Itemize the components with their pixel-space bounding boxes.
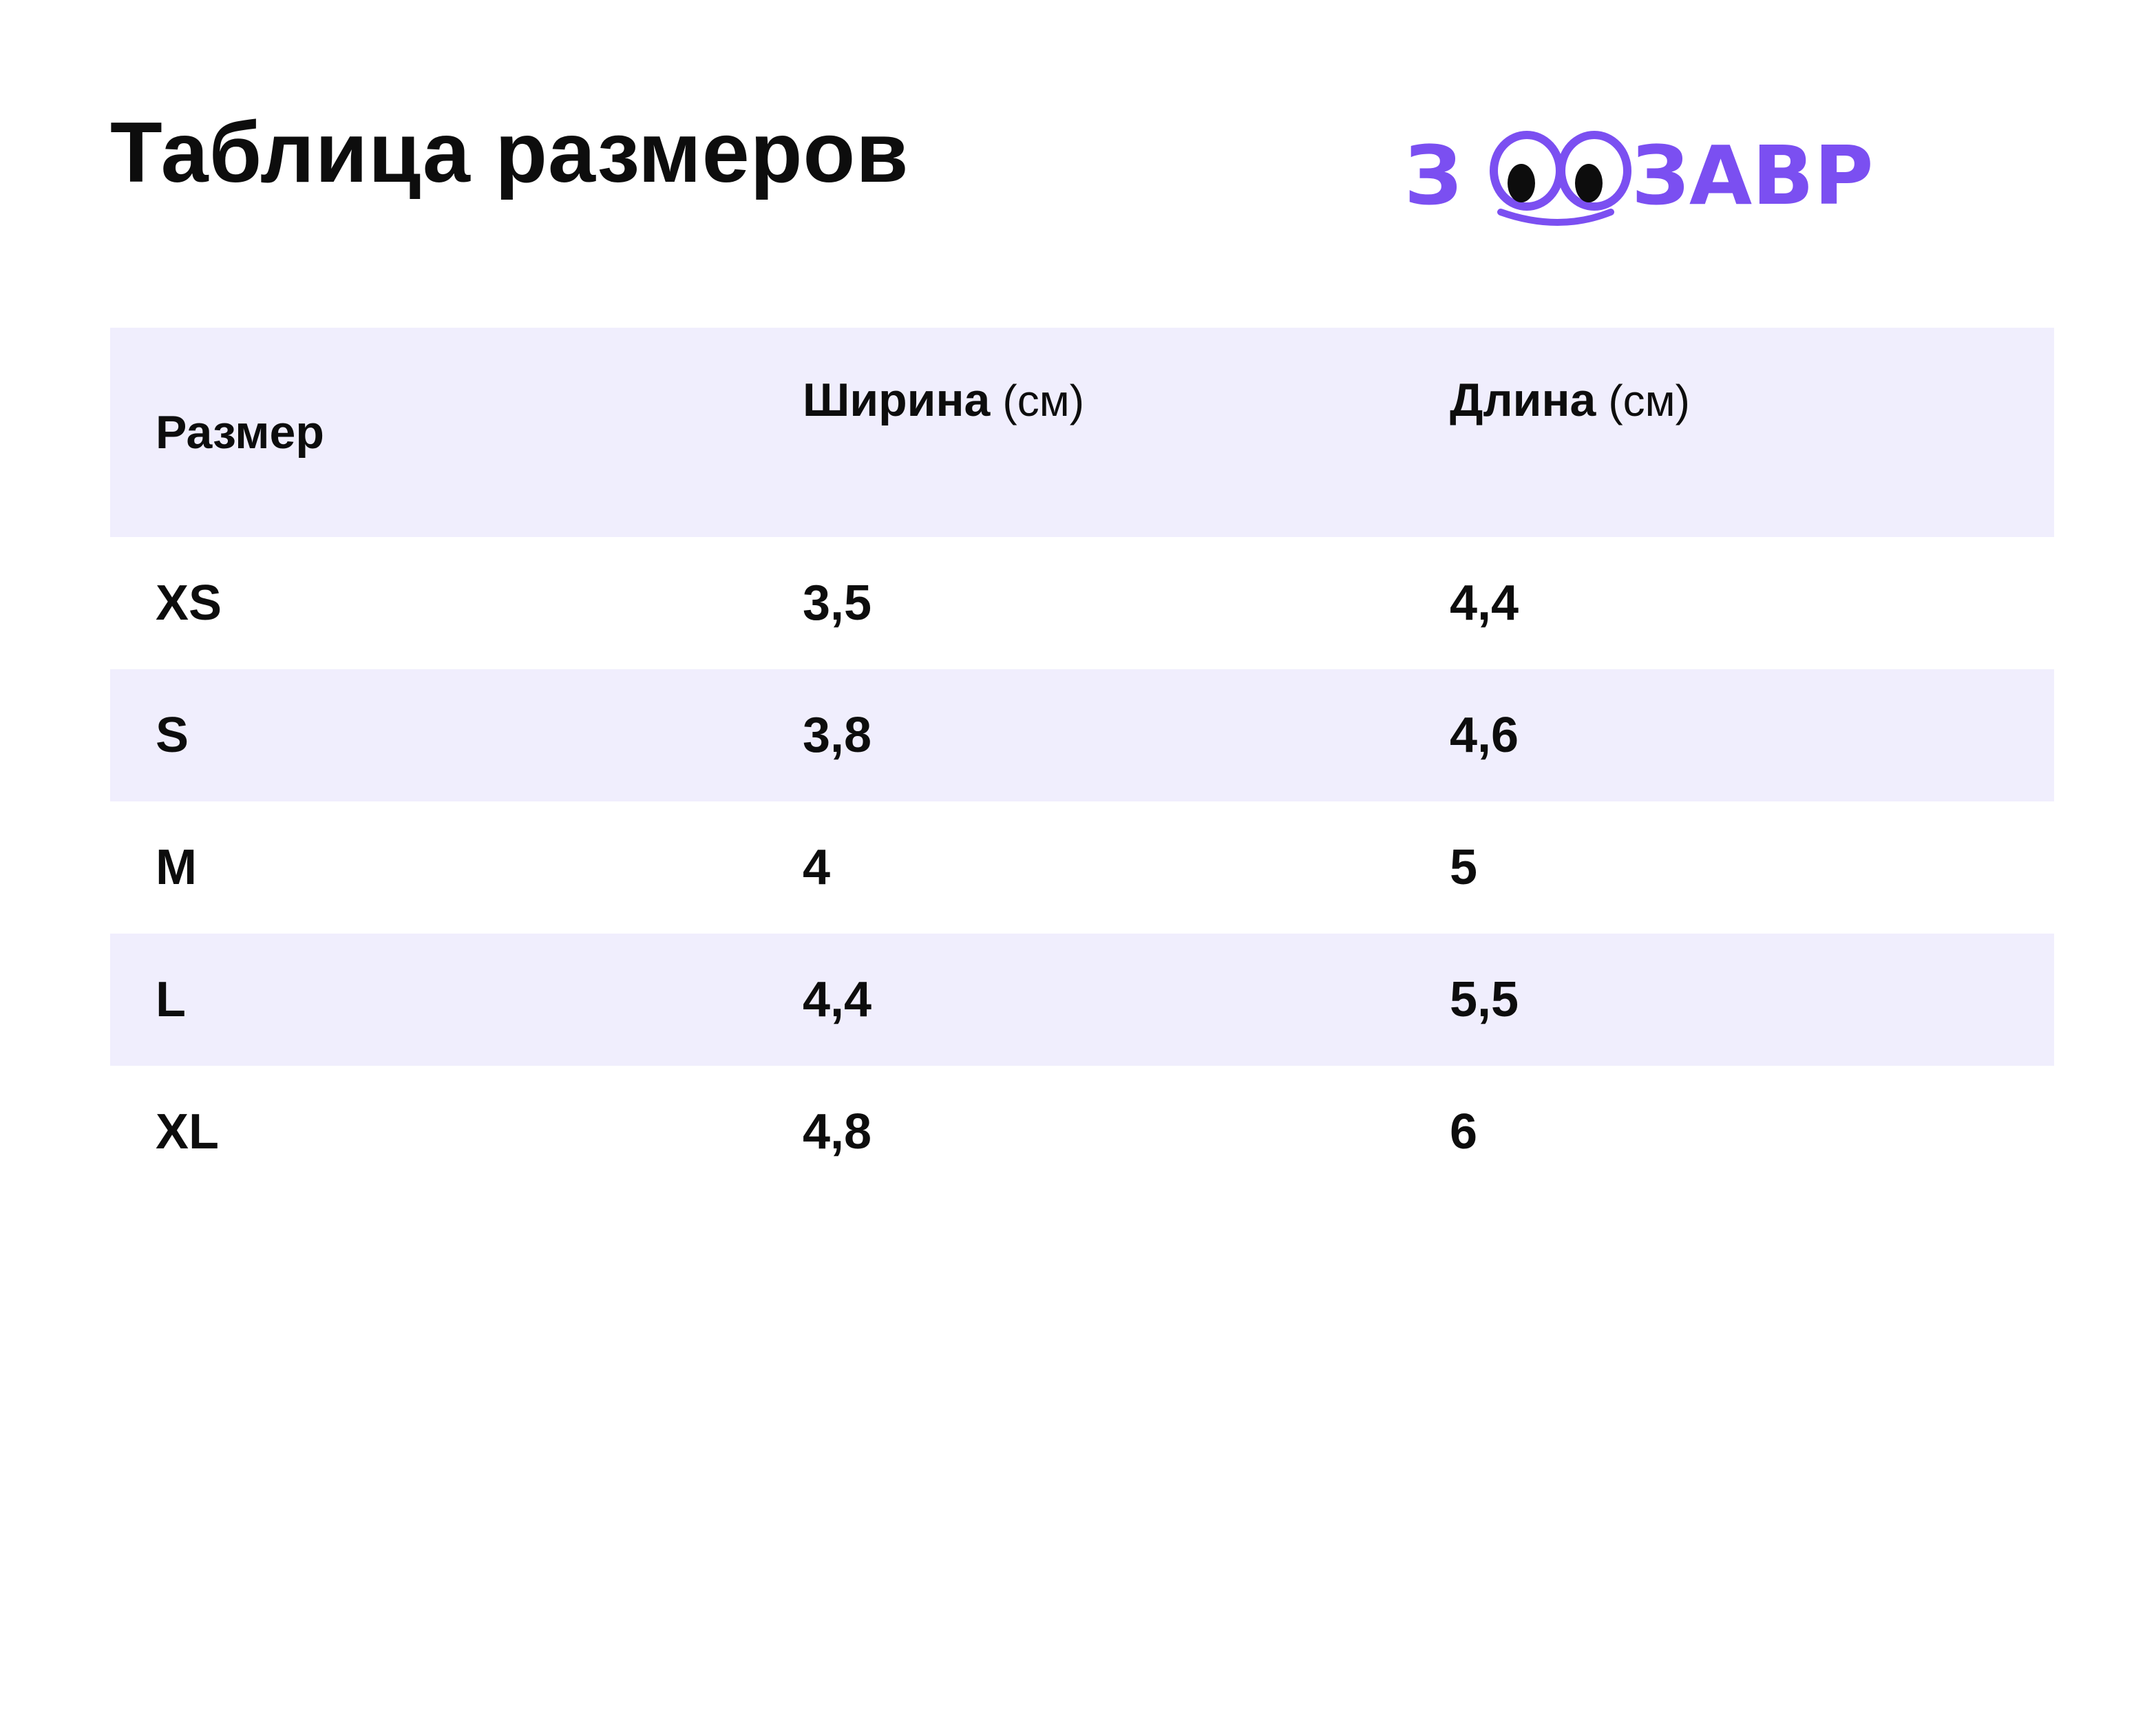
size-table: Размер Ширина (см) Длина (см) XS 3,5 4,4 S… <box>110 328 2054 1198</box>
cell-size: M <box>156 840 197 895</box>
cell-size: L <box>156 972 186 1027</box>
cell-width: 4,8 <box>803 1104 872 1159</box>
cell-length: 4,6 <box>1450 708 1519 763</box>
table-row: XL 4,8 6 <box>110 1066 2054 1198</box>
header-width-unit: (см) <box>1002 376 1084 425</box>
cell-size: XS <box>156 576 222 631</box>
header-length-unit: (см) <box>1608 376 1690 425</box>
cell-width: 4 <box>803 840 831 895</box>
table-row: S 3,8 4,6 <box>110 669 2054 801</box>
cell-size: XL <box>156 1104 220 1159</box>
cell-width: 4,4 <box>803 972 872 1027</box>
table-row: M 4 5 <box>110 801 2054 934</box>
cell-size: S <box>156 708 189 763</box>
cell-width: 3,5 <box>803 576 872 631</box>
cell-length: 5,5 <box>1450 972 1519 1027</box>
header-size: Размер <box>110 328 757 537</box>
header-width: Ширина (см) <box>757 328 1404 537</box>
table-row: L 4,4 5,5 <box>110 934 2054 1066</box>
brand-logo: З ЗАВР <box>1404 116 1941 240</box>
header-size-label: Размер <box>156 406 324 459</box>
cell-length: 5 <box>1450 840 1478 895</box>
table-header-row: Размер Ширина (см) Длина (см) <box>110 328 2054 537</box>
svg-text:ЗАВР: ЗАВР <box>1631 128 1874 223</box>
header-length: Длина (см) <box>1404 328 2054 537</box>
svg-text:З: З <box>1404 128 1462 223</box>
header-width-label: Ширина <box>803 374 991 426</box>
table-row: XS 3,5 4,4 <box>110 537 2054 669</box>
page-title: Таблица размеров <box>110 105 909 200</box>
cell-length: 6 <box>1450 1104 1478 1159</box>
cell-length: 4,4 <box>1450 576 1519 631</box>
cell-width: 3,8 <box>803 708 872 763</box>
header-length-label: Длина <box>1450 374 1596 426</box>
